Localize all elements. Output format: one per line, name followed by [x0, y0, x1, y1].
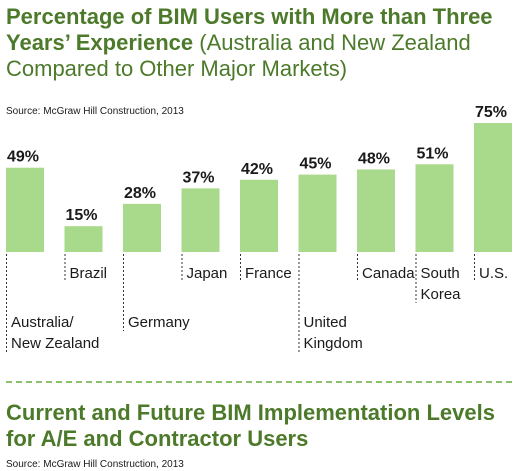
category-label-5: United Kingdom	[304, 314, 363, 352]
category-label-0: Australia/New Zealand	[11, 314, 99, 352]
bar-5	[298, 174, 337, 252]
category-label-line: U.S.	[479, 265, 508, 282]
value-label-0: 49%	[7, 149, 39, 166]
value-label-7: 51%	[417, 145, 449, 162]
value-label-4: 42%	[241, 161, 273, 178]
category-label-line: Japan	[187, 265, 228, 282]
value-label-1: 15%	[66, 207, 98, 224]
category-label-4: France	[245, 265, 292, 282]
category-label-7: South Korea	[421, 265, 462, 303]
value-label-3: 37%	[183, 169, 215, 186]
category-label-line: Australia/	[11, 314, 74, 331]
category-label-2: Germany	[128, 314, 190, 331]
bar-0	[6, 167, 44, 252]
category-label-line: South	[421, 265, 460, 282]
category-label-line: New Zealand	[11, 335, 99, 352]
category-label-line: Kingdom	[304, 335, 363, 352]
bar-4	[240, 179, 278, 252]
bar-1	[64, 226, 103, 252]
category-label-line: France	[245, 265, 292, 282]
category-label-line: Brazil	[70, 265, 108, 282]
bar-chart: 49% Australia/New Zealand 15% Brazil 28% Germ…	[6, 104, 512, 352]
chart-title-bold: Percentage of BIM Users with More than T…	[6, 4, 493, 55]
chart-source: Source: McGraw Hill Construction, 2013	[6, 106, 184, 117]
value-label-2: 28%	[124, 185, 156, 202]
category-label-8: U.S.	[479, 265, 508, 282]
category-label-line: Germany	[128, 314, 190, 331]
value-label-5: 45%	[300, 156, 332, 173]
value-label-6: 48%	[358, 150, 390, 167]
category-label-line: United	[304, 314, 347, 331]
category-label-3: Japan	[187, 265, 228, 282]
bar-2	[123, 203, 161, 252]
category-label-line: Canada	[362, 265, 415, 282]
next-section-source: Source: McGraw Hill Construction, 2013	[6, 459, 184, 470]
bar-7	[415, 164, 454, 252]
bar-3	[181, 188, 220, 252]
chart-title-subtitle: (Australia and New Zealand Compared to O…	[6, 30, 471, 81]
chart-title: Percentage of BIM Users with More than T…	[6, 4, 516, 82]
category-label-1: Brazil	[70, 265, 108, 282]
value-label-8: 75%	[475, 104, 507, 121]
category-label-6: Canada	[362, 265, 415, 282]
next-section-title: Current and Future BIM Implementation Le…	[6, 400, 495, 451]
bar-6	[357, 169, 395, 252]
category-label-line: Korea	[421, 286, 462, 303]
bar-8	[474, 123, 512, 252]
section-divider	[6, 381, 512, 383]
